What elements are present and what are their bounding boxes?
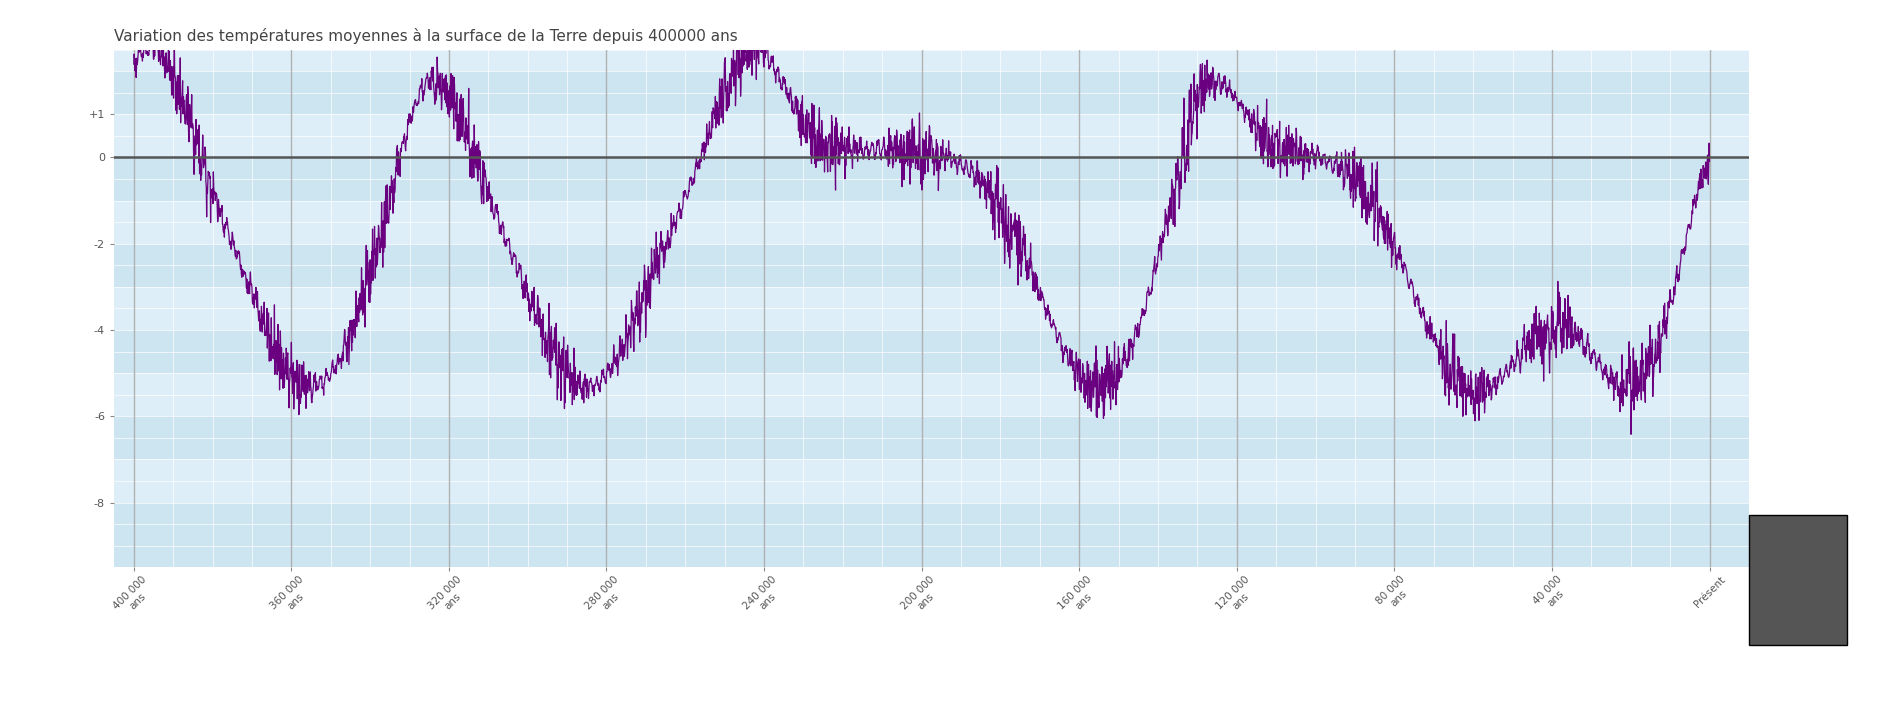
Bar bbox=[114, 71, 1749, 114]
Bar bbox=[114, 330, 1749, 373]
Bar bbox=[114, 157, 1749, 201]
Bar bbox=[114, 459, 1749, 503]
Bar bbox=[114, 114, 1749, 157]
Bar bbox=[114, 373, 1749, 416]
Bar bbox=[114, 244, 1749, 287]
Bar bbox=[114, 287, 1749, 330]
FancyBboxPatch shape bbox=[1749, 515, 1848, 645]
Text: Variation des températures moyennes à la surface de la Terre depuis 400000 ans: Variation des températures moyennes à la… bbox=[114, 28, 738, 44]
Text: Température
actuelle: Température actuelle bbox=[1781, 546, 1844, 568]
Bar bbox=[114, 50, 1749, 71]
Bar bbox=[114, 503, 1749, 567]
Bar bbox=[114, 201, 1749, 244]
Bar bbox=[114, 416, 1749, 459]
